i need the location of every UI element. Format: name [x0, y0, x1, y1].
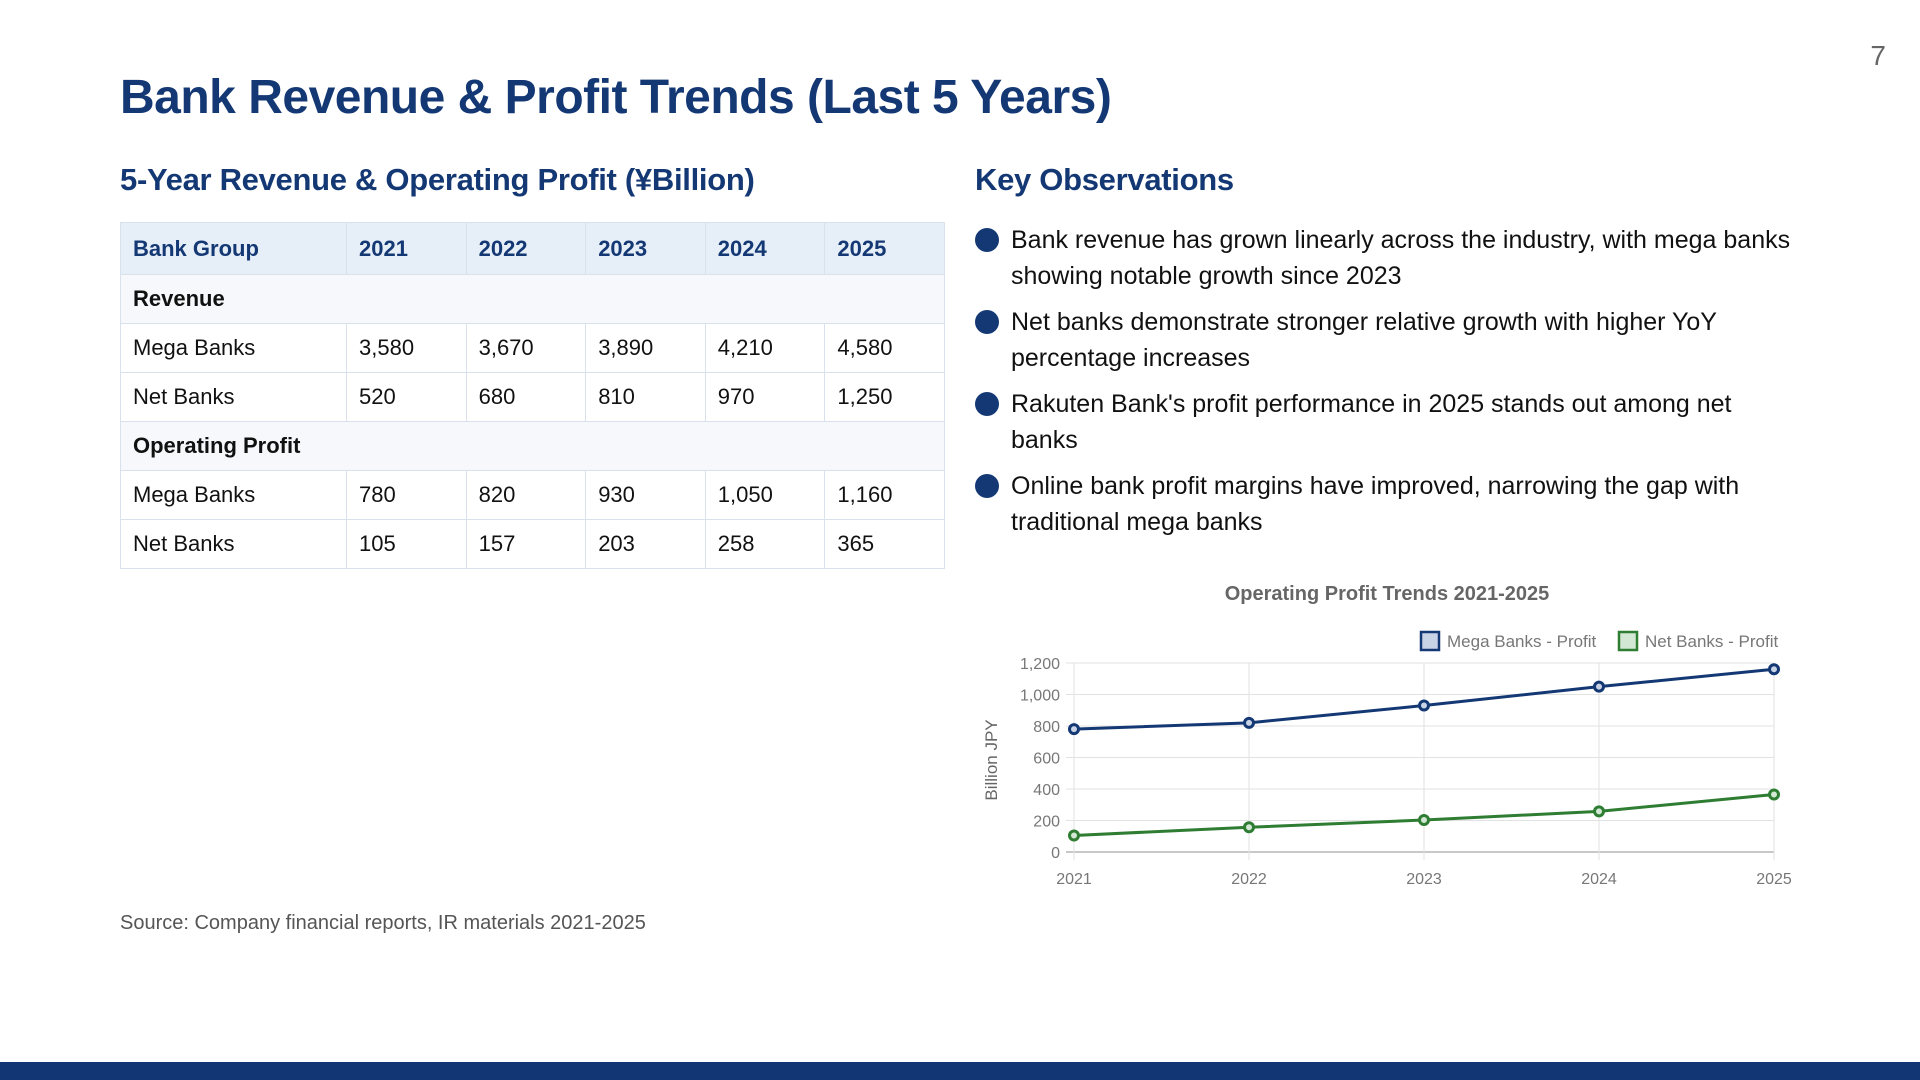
- table-cell: 365: [824, 519, 945, 569]
- legend-swatch: [1419, 630, 1441, 652]
- table-cell: 680: [465, 372, 587, 422]
- x-tick-label: 2022: [1231, 871, 1267, 888]
- x-tick-label: 2021: [1056, 871, 1092, 888]
- list-item: Net banks demonstrate stronger relative …: [975, 304, 1805, 376]
- column-header: 2024: [704, 222, 826, 275]
- table-cell: 157: [465, 519, 587, 569]
- row-label: Net Banks: [120, 372, 347, 422]
- chart-axes: 0 200 400 600 800 1,000 1,200 2021 2022 2023 2024 2…: [1020, 656, 1792, 888]
- y-tick-label: 1,200: [1020, 656, 1060, 673]
- chart-title: Operating Profit Trends 2021-2025: [1225, 583, 1550, 605]
- table-cell: 4,210: [704, 323, 826, 373]
- table-heading: 5-Year Revenue & Operating Profit (¥Bill…: [120, 162, 755, 197]
- bullet-icon: [975, 228, 999, 252]
- data-point: [1068, 829, 1080, 842]
- observation-text: Bank revenue has grown linearly across t…: [1011, 226, 1791, 290]
- column-header: 2022: [465, 222, 587, 275]
- table-cell: 203: [585, 519, 706, 569]
- bottom-bar: [0, 1062, 1920, 1080]
- financial-table: Bank Group 2021 2022 2023 2024 2025 Reve…: [120, 222, 945, 569]
- page-title: Bank Revenue & Profit Trends (Last 5 Yea…: [120, 71, 1112, 124]
- x-tick-label: 2024: [1581, 871, 1617, 888]
- chart-grid: [1066, 662, 1775, 860]
- y-tick-label: 1,000: [1020, 688, 1060, 705]
- table-cell: 810: [585, 372, 706, 422]
- y-tick-label: 0: [1051, 845, 1060, 862]
- table-cell: 520: [346, 372, 467, 422]
- data-point: [1418, 814, 1430, 827]
- data-point: [1243, 716, 1255, 729]
- table-row: Net Banks 105 157 203 258 365: [120, 519, 945, 569]
- y-tick-label: 600: [1033, 751, 1060, 768]
- list-item: Online bank profit margins have improved…: [975, 468, 1805, 540]
- data-point: [1768, 788, 1780, 801]
- table-cell: 258: [704, 519, 826, 569]
- table-row: Net Banks 520 680 810 970 1,250: [120, 372, 945, 422]
- profit-chart: Operating Profit Trends 2021-2025 Mega B…: [975, 570, 1815, 900]
- source-note: Source: Company financial reports, IR ma…: [120, 912, 646, 934]
- table-cell: 4,580: [824, 323, 945, 373]
- table-cell: 1,050: [704, 470, 826, 520]
- data-point: [1768, 663, 1780, 676]
- group-label: Operating Profit: [120, 421, 945, 471]
- table-cell: 930: [585, 470, 706, 520]
- table-cell: 820: [465, 470, 587, 520]
- chart-svg: Operating Profit Trends 2021-2025 Mega B…: [982, 583, 1792, 888]
- group-row-revenue: Revenue: [120, 274, 945, 324]
- y-tick-label: 200: [1033, 814, 1060, 831]
- list-item: Bank revenue has grown linearly across t…: [975, 222, 1805, 294]
- data-point: [1243, 821, 1255, 834]
- column-header: 2021: [346, 222, 467, 275]
- x-tick-label: 2025: [1756, 871, 1792, 888]
- table-row: Mega Banks 780 820 930 1,050 1,160: [120, 470, 945, 520]
- bullet-icon: [975, 474, 999, 498]
- group-row-operating-profit: Operating Profit: [120, 421, 945, 471]
- observations-list: Bank revenue has grown linearly across t…: [975, 222, 1805, 540]
- table-cell: 1,160: [824, 470, 945, 520]
- row-label: Net Banks: [120, 519, 347, 569]
- observation-text: Online bank profit margins have improved…: [1011, 472, 1740, 536]
- chart-legend: Mega Banks - Profit Net Banks - Profit: [1419, 630, 1778, 652]
- data-point: [1593, 805, 1605, 818]
- table-cell: 780: [346, 470, 467, 520]
- table-cell: 3,580: [346, 323, 467, 373]
- observations-heading: Key Observations: [975, 162, 1234, 197]
- row-label: Mega Banks: [120, 470, 347, 520]
- legend-label: Net Banks - Profit: [1645, 632, 1778, 651]
- table-cell: 970: [704, 372, 826, 422]
- table-row: Mega Banks 3,580 3,670 3,890 4,210 4,580: [120, 323, 945, 373]
- observations-section: Key Observations Bank revenue has grown …: [975, 162, 1805, 550]
- table-cell: 105: [346, 519, 467, 569]
- observation-text: Net banks demonstrate stronger relative …: [1011, 308, 1717, 372]
- group-label: Revenue: [120, 274, 945, 324]
- observation-text: Rakuten Bank's profit performance in 202…: [1011, 390, 1732, 454]
- table-header-row: Bank Group 2021 2022 2023 2024 2025: [120, 222, 945, 275]
- data-point: [1068, 723, 1080, 736]
- table-cell: 1,250: [824, 372, 945, 422]
- row-label: Mega Banks: [120, 323, 347, 373]
- legend-swatch: [1617, 630, 1639, 652]
- chart-series: [1068, 663, 1780, 842]
- table-cell: 3,670: [465, 323, 587, 373]
- bullet-icon: [975, 310, 999, 334]
- table-cell: 3,890: [585, 323, 706, 373]
- y-axis-label: Billion JPY: [982, 719, 1001, 800]
- page-number: 7: [1870, 40, 1886, 71]
- y-tick-label: 800: [1033, 719, 1060, 736]
- legend-label: Mega Banks - Profit: [1447, 632, 1597, 651]
- data-point: [1593, 680, 1605, 693]
- table-section: 5-Year Revenue & Operating Profit (¥Bill…: [120, 162, 946, 569]
- list-item: Rakuten Bank's profit performance in 202…: [975, 386, 1805, 458]
- bullet-icon: [975, 392, 999, 416]
- column-header: 2023: [585, 222, 706, 275]
- column-header: 2025: [824, 222, 945, 275]
- y-tick-label: 400: [1033, 782, 1060, 799]
- x-tick-label: 2023: [1406, 871, 1442, 888]
- data-point: [1418, 699, 1430, 712]
- column-header: Bank Group: [120, 222, 347, 275]
